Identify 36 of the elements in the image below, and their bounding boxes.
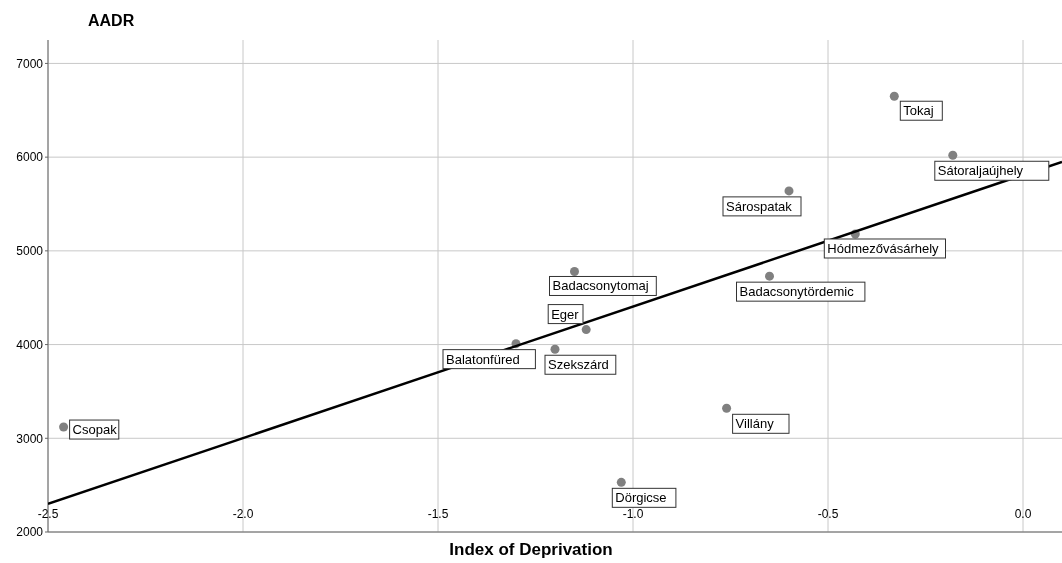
y-tick-label: 4000	[16, 337, 44, 352]
y-tick-label: 7000	[16, 56, 44, 71]
point	[784, 186, 794, 196]
y-tick-label: 2000	[16, 525, 44, 540]
data-label: Hódmezővásárhely	[827, 240, 940, 256]
data-label: Eger	[551, 306, 580, 322]
x-tick-label: -1.5	[427, 507, 449, 521]
x-tick-label: -1.0	[622, 507, 644, 521]
y-axis-title: AADR	[88, 12, 135, 30]
x-tick-label: -0.5	[817, 507, 839, 521]
data-label: Csopak	[72, 422, 118, 438]
data-label: Tokaj	[903, 103, 934, 119]
data-label: Sátoraljaújhely	[937, 163, 1024, 179]
point	[948, 150, 958, 160]
point	[570, 266, 579, 276]
y-tick-label: 5000	[16, 244, 44, 259]
point	[59, 422, 69, 432]
point	[581, 325, 591, 335]
point	[889, 91, 899, 101]
point	[616, 477, 626, 487]
data-label: Badacsonytomaj	[552, 278, 649, 294]
data-label: Dörgicse	[615, 490, 667, 506]
x-axis-title: Index of Deprivation	[448, 540, 614, 560]
point	[722, 403, 732, 413]
data-label: Szekszárd	[548, 357, 609, 373]
data-label: Sárospatak	[726, 198, 793, 214]
point	[765, 271, 774, 281]
point	[550, 344, 560, 354]
x-tick-label: 0.0	[1014, 507, 1032, 521]
y-tick-label: 6000	[16, 150, 44, 165]
y-tick-label: 3000	[16, 431, 44, 446]
x-tick-label: -2.0	[232, 507, 254, 521]
data-label: Balatonfüred	[446, 351, 520, 367]
data-label: Badacsonytördemic	[739, 284, 855, 300]
data-label: Villány	[735, 416, 775, 432]
x-tick-label: -2.5	[37, 507, 59, 521]
